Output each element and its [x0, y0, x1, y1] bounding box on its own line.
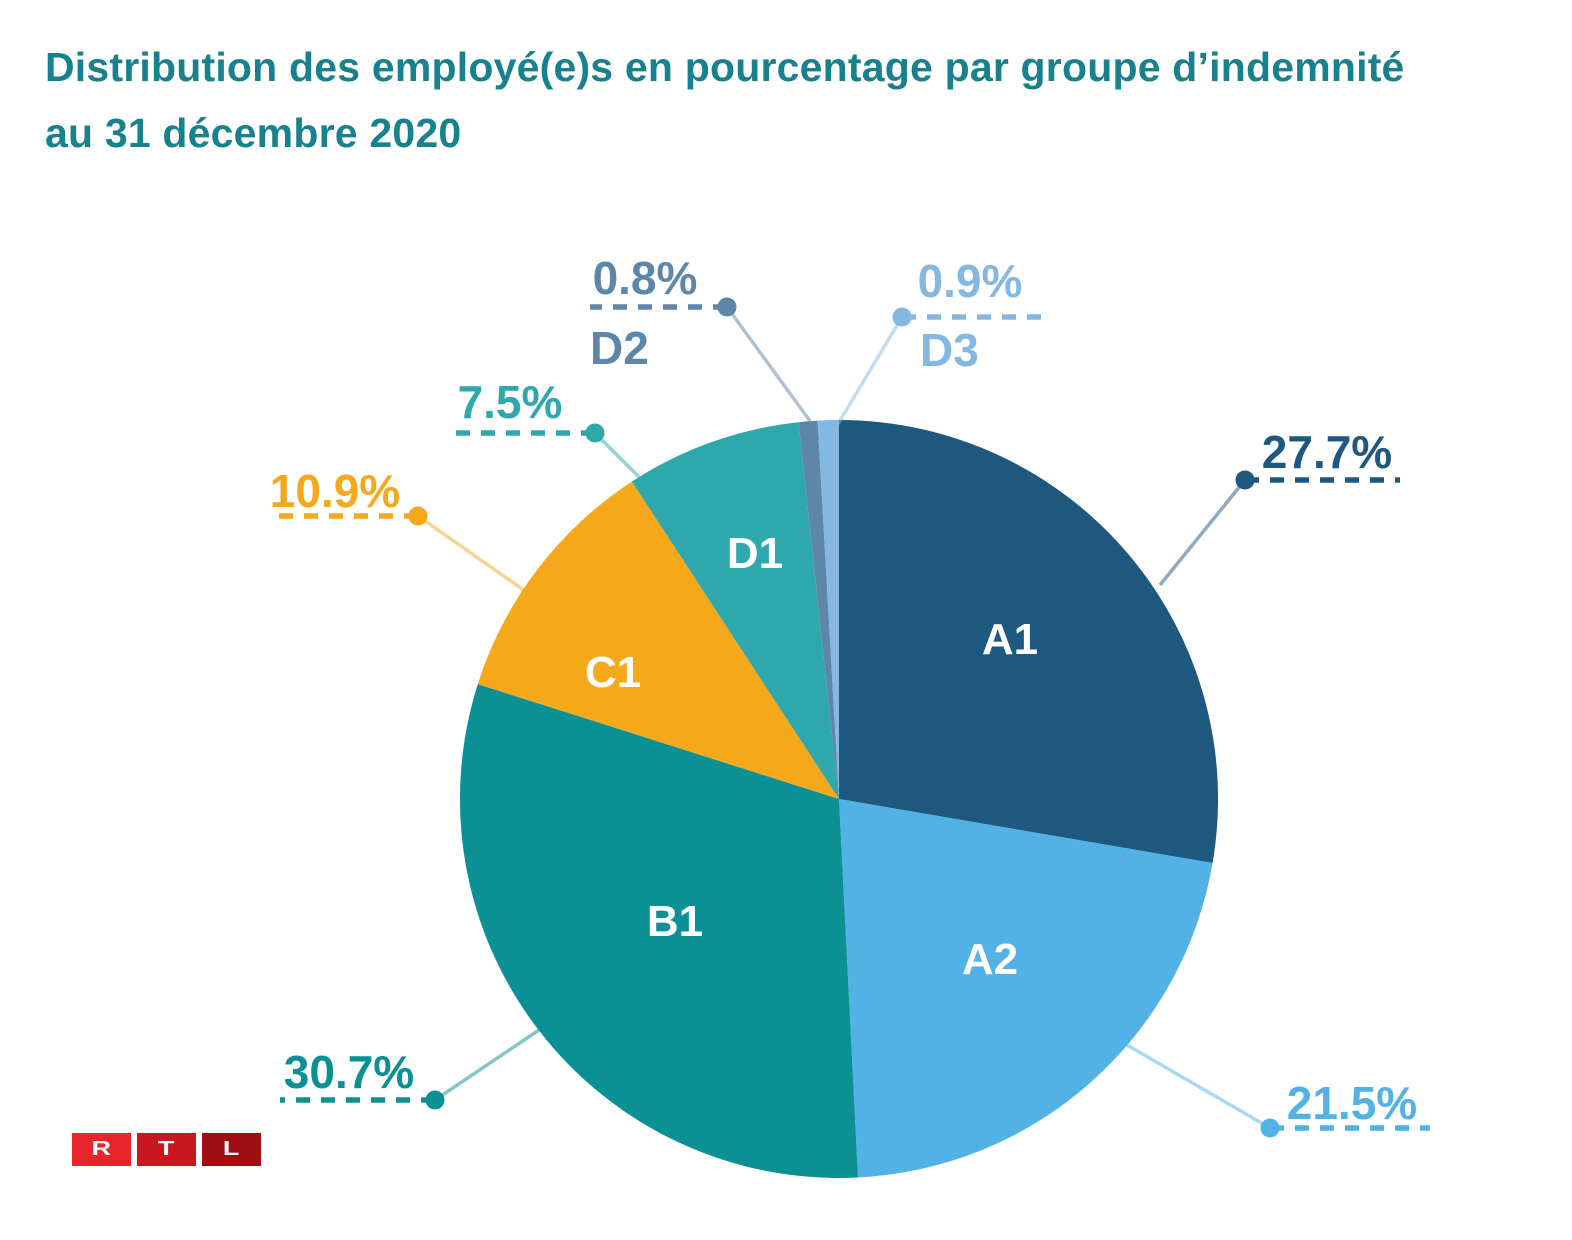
callout-value-c1: 10.9%: [270, 465, 400, 517]
callout-leader-d2: [725, 305, 812, 423]
pie-slice-a2: [839, 799, 1213, 1178]
slice-label-b1: B1: [647, 897, 703, 946]
chart-title-line2: au 31 décembre 2020: [45, 110, 462, 156]
slice-label-a1: A1: [982, 615, 1038, 664]
callout-value-a2: 21.5%: [1287, 1077, 1417, 1129]
chart-title-line1: Distribution des employé(e)s en pourcent…: [45, 44, 1405, 90]
callout-d2: 0.8% D2: [590, 252, 812, 423]
slice-label-a2: A2: [962, 935, 1018, 984]
callout-a1: 27.7%: [1158, 426, 1400, 587]
callout-a2: 21.5%: [1126, 1043, 1430, 1138]
pie-slice-b1: [459, 684, 858, 1178]
pie-slice-d3: [817, 420, 839, 799]
callout-d1: 7.5%: [455, 376, 641, 479]
callout-name-d3: D3: [920, 324, 979, 376]
pie-slice-a1: [839, 420, 1219, 863]
rtl-logo-letter: R: [91, 1138, 112, 1160]
slice-label-c1: C1: [585, 648, 641, 697]
callout-dot-d1: [585, 423, 605, 443]
callout-dot-a2: [1260, 1118, 1280, 1138]
slice-label-d1: D1: [727, 529, 783, 578]
rtl-logo-block-t: T: [137, 1133, 196, 1166]
pie-slice-d1: [631, 422, 839, 799]
callout-c1: 10.9%: [268, 465, 527, 593]
callout-leader-d1: [593, 431, 641, 479]
rtl-logo-letter: T: [158, 1138, 175, 1160]
callout-dot-b1: [425, 1090, 445, 1110]
callout-leader-c1: [416, 514, 527, 593]
chart-title: Distribution des employé(e)s en pourcent…: [45, 34, 1540, 166]
callout-dot-a1: [1235, 470, 1255, 490]
callout-leader-b1: [434, 1028, 540, 1102]
callout-value-d1: 7.5%: [458, 376, 563, 428]
callout-leader-a2: [1126, 1043, 1271, 1130]
rtl-logo-block-l: L: [202, 1133, 261, 1166]
callout-d3: 0.9% D3: [836, 255, 1043, 425]
pie-slice-d2: [798, 420, 839, 799]
callout-value-d3: 0.9%: [918, 255, 1023, 307]
callout-leader-d3: [836, 316, 904, 425]
callout-b1: 30.7%: [280, 1028, 540, 1110]
pie-slice-c1: [477, 481, 839, 799]
rtl-logo-letter: L: [223, 1138, 240, 1160]
callout-leader-a1: [1158, 478, 1247, 587]
callout-name-d2: D2: [590, 322, 649, 374]
callout-dot-d3: [892, 307, 912, 327]
callout-value-b1: 30.7%: [284, 1046, 414, 1098]
callout-dot-c1: [408, 506, 428, 526]
callout-dot-d2: [717, 297, 737, 317]
rtl-logo-block-r: R: [72, 1133, 131, 1166]
callout-value-d2: 0.8%: [593, 252, 698, 304]
callout-value-a1: 27.7%: [1262, 426, 1392, 478]
